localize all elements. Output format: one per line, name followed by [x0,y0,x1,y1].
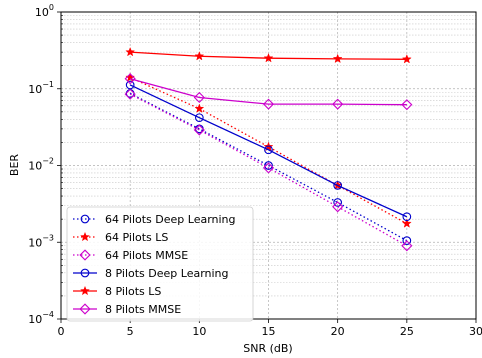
legend-entry: 64 Pilots Deep Learning [73,213,236,226]
y-tick-base: 10 [28,236,42,249]
y-tick-base: 10 [28,160,42,173]
y-tick-label: 10−2 [28,157,54,173]
data-point [262,162,275,174]
data-point [401,240,413,252]
data-point [401,99,413,111]
data-point [333,198,343,207]
data-point [402,212,412,222]
series-line [129,92,408,242]
data-point [401,54,412,64]
x-tick-label: 15 [262,325,276,338]
legend-label: 8 Pilots LS [105,285,161,298]
x-axis-label: SNR (dB) [243,342,292,355]
series-3 [124,88,413,252]
y-tick-base: 10 [28,313,42,326]
y-tick-label: 10−3 [28,233,54,249]
data-point [193,124,205,136]
legend-box [66,206,254,322]
series-layer [124,46,413,252]
legend-label: 64 Pilots MMSE [105,249,188,262]
legend-swatch-marker [80,231,90,242]
series-line [129,84,408,218]
legend-label: 8 Pilots Deep Learning [105,267,229,280]
y-tick-base: 10 [35,6,49,19]
legend-swatch-marker [80,214,90,224]
legend-label: 64 Pilots LS [105,231,168,244]
data-point [401,218,412,228]
data-point [194,113,204,123]
data-point [193,91,205,104]
data-point [124,88,136,100]
legend-entry: 8 Pilots Deep Learning [73,267,229,280]
legend-swatch-marker [79,303,91,315]
x-tick-label: 20 [331,325,345,338]
series-5 [125,46,412,64]
data-point [333,181,343,190]
x-tick-label: 25 [400,325,414,338]
data-point [332,201,344,213]
data-point [124,73,136,85]
y-tick-label: 100 [35,3,54,19]
data-point [263,52,274,63]
legend-entry: 64 Pilots MMSE [73,249,188,262]
series-line [129,76,408,225]
series-6 [124,73,413,111]
data-point [332,53,343,64]
series-line [130,78,407,106]
legend-entry: 8 Pilots MMSE [73,303,181,316]
y-tick-base: 10 [28,83,42,96]
y-tick-label: 10−1 [28,80,54,96]
legend-label: 64 Pilots Deep Learning [105,213,236,226]
data-point [262,98,275,110]
legend: 64 Pilots Deep Learning 64 Pilots LS 64 Pi… [66,206,254,322]
x-tick-label: 0 [58,325,65,338]
legend-label: 8 Pilots MMSE [105,303,181,316]
y-tick-exponent: −1 [42,80,54,89]
series-4 [125,80,412,222]
y-tick-exponent: −4 [42,310,54,319]
y-tick-exponent: −2 [42,157,54,166]
legend-swatch-marker [79,249,91,261]
x-tick-label: 30 [469,325,482,338]
data-point [125,46,136,57]
legend-swatch-marker [80,268,90,278]
data-point [402,236,412,245]
data-point [264,145,273,155]
y-tick-exponent: −3 [42,233,54,242]
series-line [129,93,408,247]
y-axis-label: BER [8,154,21,176]
data-point [194,103,205,113]
y-tick-label: 10−4 [28,310,54,326]
x-tick-label: 10 [192,325,206,338]
y-tick-exponent: 0 [49,3,54,12]
data-point [125,80,135,90]
data-point [332,98,344,110]
legend-swatch-marker [80,285,90,296]
legend-entry: 64 Pilots LS [73,231,168,244]
legend-entry: 8 Pilots LS [73,285,161,298]
x-tick-label: 5 [127,325,134,338]
data-point [194,51,205,61]
